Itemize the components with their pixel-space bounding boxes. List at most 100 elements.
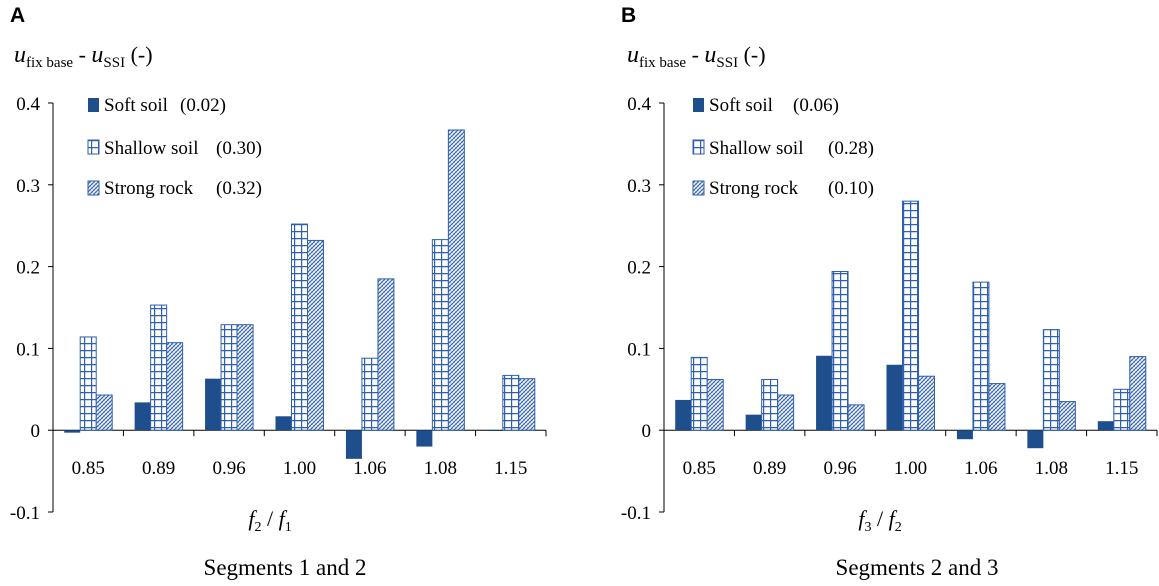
x-tick-label: 0.89 bbox=[142, 458, 175, 479]
bar-shallow-soil-0-89 bbox=[150, 304, 168, 431]
x-tick-label: 0.85 bbox=[72, 458, 105, 479]
legend-item-shallow-soil: Shallow soil (0.28) bbox=[692, 138, 874, 159]
bar-shallow-soil-0-89 bbox=[761, 378, 779, 431]
bar-shallow-soil-1-06 bbox=[972, 281, 990, 431]
legend: Soft soil (0.02) Shallow soil (0.30) Stron… bbox=[87, 95, 262, 199]
legend-swatch-rock bbox=[87, 180, 100, 196]
legend-item-strong-rock: Strong rock (0.32) bbox=[87, 178, 262, 199]
y-tick-label: -0.1 bbox=[621, 503, 651, 524]
bar-soft-soil-1-15 bbox=[486, 430, 503, 432]
bar-shallow-soil-1-15 bbox=[502, 374, 520, 431]
legend-swatch-soft bbox=[693, 98, 704, 112]
bar-strong-rock-1-08 bbox=[1058, 401, 1076, 431]
legend-label-soft: Soft soil (0.06) bbox=[709, 95, 839, 116]
bar-strong-rock-1-15 bbox=[518, 378, 536, 431]
y-tick-label: 0 bbox=[642, 421, 652, 442]
x-tick-label: 1.08 bbox=[1035, 458, 1068, 479]
panel-label: A bbox=[10, 4, 25, 27]
x-tick-label: 1.06 bbox=[964, 458, 997, 479]
bar-shallow-soil-0-96 bbox=[831, 271, 849, 431]
bar-strong-rock-1-06 bbox=[988, 383, 1006, 431]
legend-swatch-soft bbox=[88, 98, 99, 112]
bar-strong-rock-0-96 bbox=[847, 404, 865, 431]
legend: Soft soil (0.06) Shallow soil (0.28) Stron… bbox=[692, 95, 874, 199]
panel-a: A ufix base - uSSI (-) -0.1 0 0.1 0.2 0.3 0.4… bbox=[10, 4, 547, 580]
x-tick-label: 0.96 bbox=[823, 458, 856, 479]
bar-shallow-soil-0-96 bbox=[220, 324, 238, 431]
x-axis-label: f2 / f1 bbox=[248, 506, 291, 535]
x-tick-label: 0.96 bbox=[212, 458, 245, 479]
y-axis-label: ufix base - uSSI (-) bbox=[14, 42, 153, 71]
legend-item-soft-soil: Soft soil (0.06) bbox=[693, 95, 839, 116]
legend-swatch-shallow bbox=[87, 139, 100, 155]
bar-soft-soil-0-96 bbox=[816, 355, 833, 431]
legend-swatch-rock bbox=[692, 180, 705, 196]
bar-shallow-soil-1-15 bbox=[1113, 388, 1131, 431]
legend-label-soft: Soft soil (0.02) bbox=[104, 95, 226, 116]
x-tick-label: 0.89 bbox=[753, 458, 786, 479]
bar-soft-soil-1-08 bbox=[1027, 430, 1044, 449]
bar-shallow-soil-1-08 bbox=[1042, 329, 1060, 431]
bar-shallow-soil-1-06 bbox=[361, 357, 379, 431]
y-tick-label: 0.2 bbox=[627, 258, 651, 279]
bar-soft-soil-1-00 bbox=[275, 416, 292, 431]
bar-soft-soil-0-89 bbox=[745, 414, 762, 431]
y-tick-label: 0.3 bbox=[627, 176, 651, 197]
bar-strong-rock-0-89 bbox=[777, 394, 795, 431]
x-tick-label: 0.85 bbox=[683, 458, 716, 479]
bars bbox=[64, 129, 536, 459]
y-tick-label: 0.2 bbox=[16, 258, 40, 279]
bar-soft-soil-1-06 bbox=[956, 430, 973, 440]
bar-soft-soil-1-00 bbox=[886, 364, 903, 431]
bar-soft-soil-0-85 bbox=[675, 399, 692, 431]
y-tick-label: 0.4 bbox=[627, 94, 651, 115]
bar-soft-soil-0-96 bbox=[205, 378, 222, 431]
legend-label-rock: Strong rock (0.10) bbox=[709, 178, 874, 199]
bar-shallow-soil-1-00 bbox=[902, 200, 919, 431]
bar-shallow-soil-0-85 bbox=[79, 336, 97, 431]
y-axis-label: ufix base - uSSI (-) bbox=[627, 42, 766, 71]
x-tick-label: 1.15 bbox=[1105, 458, 1138, 479]
y-tick-labels: -0.1 0 0.1 0.2 0.3 0.4 bbox=[10, 94, 41, 524]
y-tick-label: 0.4 bbox=[16, 94, 40, 115]
legend-item-strong-rock: Strong rock (0.10) bbox=[692, 178, 874, 199]
bar-strong-rock-1-00 bbox=[918, 375, 935, 431]
bar-soft-soil-0-89 bbox=[134, 402, 151, 431]
bar-soft-soil-1-15 bbox=[1097, 421, 1114, 431]
bar-strong-rock-1-00 bbox=[307, 239, 324, 431]
chart-subtitle: Segments 1 and 2 bbox=[204, 555, 367, 580]
bar-soft-soil-1-08 bbox=[416, 430, 433, 447]
x-tick-label: 1.06 bbox=[353, 458, 386, 479]
panel-label: B bbox=[621, 4, 636, 27]
x-axis-label: f3 / f2 bbox=[858, 506, 901, 535]
y-tick-label: 0.1 bbox=[16, 339, 40, 360]
legend-label-rock: Strong rock (0.32) bbox=[104, 178, 262, 199]
x-tick-label: 1.15 bbox=[494, 458, 527, 479]
legend-item-shallow-soil: Shallow soil (0.30) bbox=[87, 138, 262, 159]
bar-strong-rock-0-96 bbox=[236, 324, 254, 431]
bar-shallow-soil-1-08 bbox=[431, 239, 449, 431]
y-tick-label: 0 bbox=[31, 421, 41, 442]
bar-shallow-soil-1-00 bbox=[291, 223, 308, 431]
bar-strong-rock-0-89 bbox=[166, 342, 184, 431]
y-tick-label: 0.1 bbox=[627, 339, 651, 360]
y-tick-labels: -0.1 0 0.1 0.2 0.3 0.4 bbox=[621, 94, 652, 524]
y-tick-label: -0.1 bbox=[10, 503, 40, 524]
x-tick-label: 1.00 bbox=[283, 458, 316, 479]
x-tick-labels: 0.85 0.89 0.96 1.00 1.06 1.08 1.15 bbox=[72, 458, 528, 479]
bar-soft-soil-0-85 bbox=[64, 430, 81, 433]
legend-label-shallow: Shallow soil (0.30) bbox=[104, 138, 262, 159]
legend-swatch-shallow bbox=[692, 139, 705, 155]
x-tick-labels: 0.85 0.89 0.96 1.00 1.06 1.08 1.15 bbox=[683, 458, 1139, 479]
bar-shallow-soil-0-85 bbox=[690, 356, 708, 431]
bar-soft-soil-1-06 bbox=[345, 430, 362, 459]
x-tick-label: 1.08 bbox=[424, 458, 457, 479]
bars bbox=[675, 200, 1147, 449]
legend-item-soft-soil: Soft soil (0.02) bbox=[88, 95, 226, 116]
bar-strong-rock-1-08 bbox=[447, 129, 465, 431]
bar-strong-rock-1-15 bbox=[1129, 356, 1147, 431]
x-tick-label: 1.00 bbox=[894, 458, 927, 479]
bar-strong-rock-0-85 bbox=[95, 394, 113, 431]
panel-b: B ufix base - uSSI (-) -0.1 0 0.1 0.2 0.3 0.4… bbox=[621, 4, 1158, 580]
